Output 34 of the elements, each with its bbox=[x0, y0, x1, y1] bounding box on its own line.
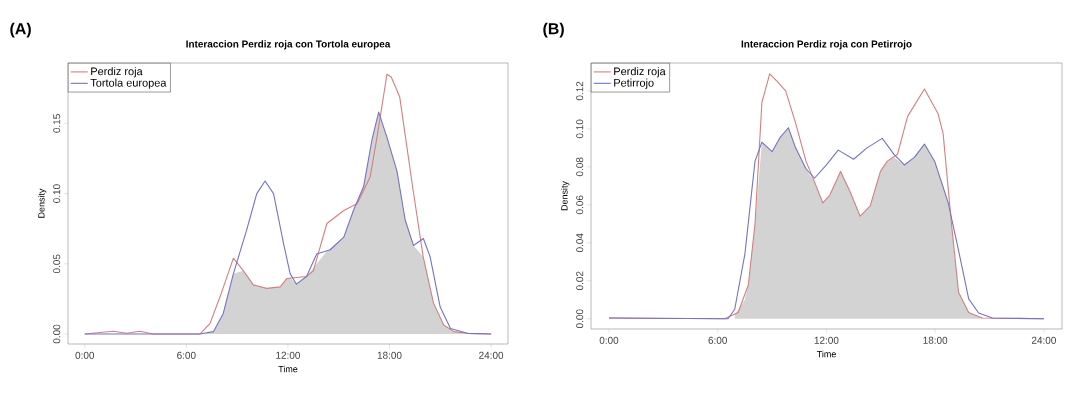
x-tick-label: 18:00 bbox=[923, 336, 948, 344]
y-axis-title: Density bbox=[37, 188, 47, 218]
legend-label: Perdiz roja bbox=[614, 67, 666, 78]
y-tick-label: 0.10 bbox=[53, 184, 61, 203]
x-axis-title: Time bbox=[278, 365, 298, 373]
legend-label: Petirrojo bbox=[614, 78, 654, 89]
chart-title: Interaccion Perdiz roja con Tortola europea bbox=[186, 40, 391, 50]
y-tick-label: 0.08 bbox=[576, 157, 584, 177]
y-tick-label: 0.05 bbox=[53, 254, 61, 274]
y-tick-label: 0.06 bbox=[576, 195, 584, 215]
x-tick-label: 12:00 bbox=[276, 351, 300, 359]
x-tick-label: 24:00 bbox=[1031, 336, 1056, 344]
x-tick-label: 0:00 bbox=[75, 351, 95, 359]
y-tick-label: 0.00 bbox=[53, 324, 61, 344]
y-tick-label: 0.02 bbox=[576, 271, 584, 291]
x-tick-label: 24:00 bbox=[479, 351, 504, 359]
y-tick-label: 0.12 bbox=[576, 81, 584, 101]
x-tick-label: 6:00 bbox=[177, 351, 196, 359]
x-tick-label: 0:00 bbox=[599, 336, 619, 344]
x-tick-label: 12:00 bbox=[814, 336, 839, 344]
x-tick-label: 6:00 bbox=[708, 336, 727, 344]
text: (B) bbox=[543, 22, 564, 38]
y-tick-label: 0.04 bbox=[576, 233, 584, 253]
chart-title: Interaccion Perdiz roja con Petirrojo bbox=[741, 40, 912, 50]
x-axis-title: Time bbox=[816, 350, 836, 358]
line-series bbox=[608, 127, 1045, 320]
y-axis-title: Density bbox=[560, 181, 570, 211]
legend-label: Tortola europea bbox=[90, 78, 167, 89]
y-tick-label: 0.15 bbox=[53, 114, 61, 133]
legend-label: Perdiz roja bbox=[91, 67, 143, 78]
x-tick-label: 18:00 bbox=[377, 351, 402, 359]
y-tick-label: 0.10 bbox=[576, 119, 584, 139]
y-tick-label: 0.00 bbox=[576, 309, 584, 329]
text: (A) bbox=[10, 22, 31, 38]
